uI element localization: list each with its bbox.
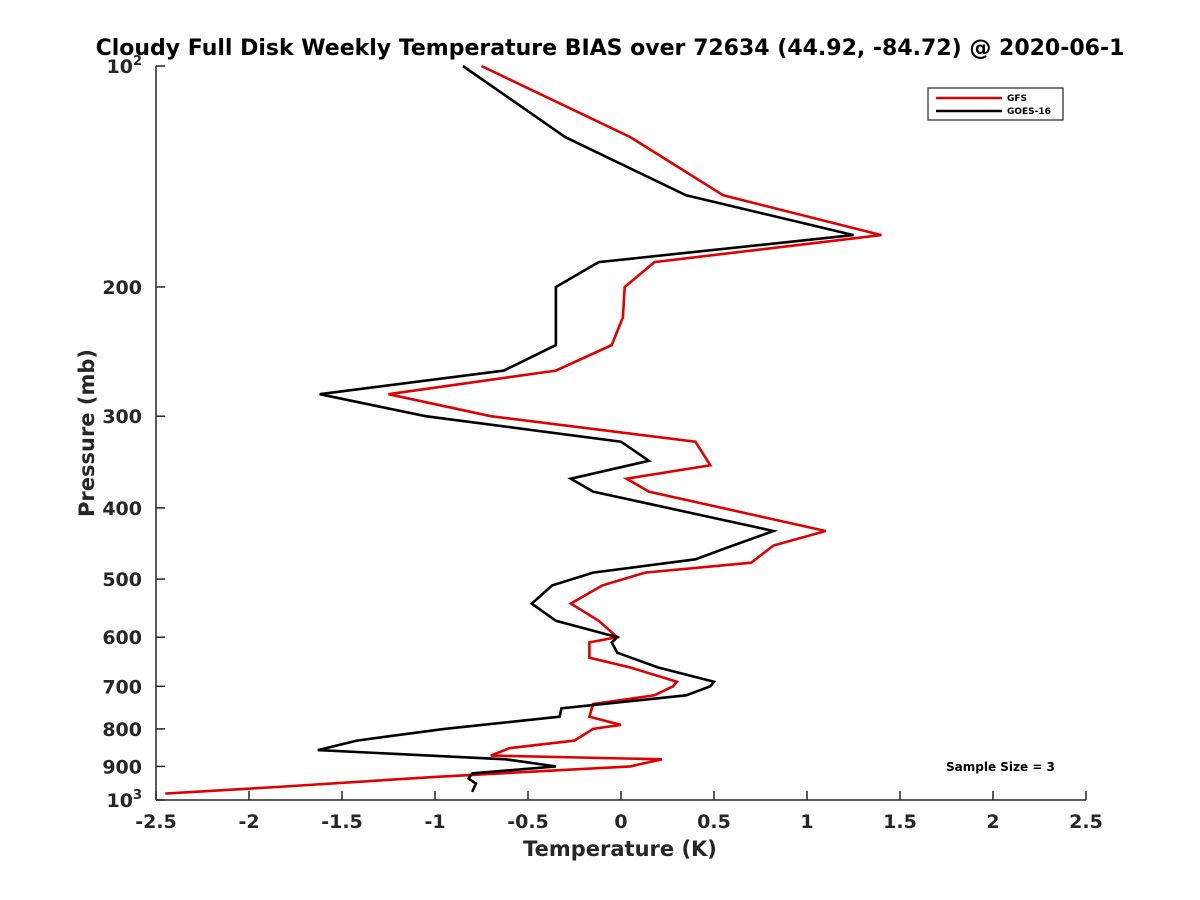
y-tick-label: 102	[107, 54, 143, 78]
series-line-gfs	[165, 64, 882, 795]
chart-title: Cloudy Full Disk Weekly Temperature BIAS…	[96, 36, 1125, 61]
x-tick-label: 2.5	[1069, 811, 1103, 833]
x-tick-label: 0	[614, 811, 627, 833]
sample-size-annotation: Sample Size = 3	[946, 760, 1055, 774]
y-tick-base: 10	[107, 56, 133, 78]
legend: GFS GOES-16	[927, 87, 1064, 121]
y-tick-label: 300	[102, 406, 142, 428]
x-ticks: -2.5 -2 -1.5 -1 -0.5 0 0.5 1 1.5 2 2.5	[135, 791, 1103, 833]
x-tick-label: 1	[800, 811, 813, 833]
y-tick-label: 103	[107, 788, 143, 812]
y-tick-exponent: 3	[133, 788, 142, 803]
legend-box	[927, 87, 1064, 121]
x-tick-label: -2.5	[135, 811, 177, 833]
x-tick-label: -0.5	[507, 811, 549, 833]
y-tick-label: 600	[102, 627, 142, 649]
y-tick-label: 500	[102, 569, 142, 591]
y-tick-exponent: 2	[133, 54, 142, 69]
y-tick-label: 200	[102, 277, 142, 299]
legend-label-gfs: GFS	[1007, 94, 1027, 104]
y-tick-base: 10	[107, 790, 133, 812]
series-line-goes16	[317, 64, 854, 793]
y-tick-label: 800	[102, 719, 142, 741]
y-axis-label: Pressure (mb)	[75, 349, 99, 517]
x-tick-label: -1.5	[321, 811, 363, 833]
x-axis-label: Temperature (K)	[523, 837, 717, 861]
y-tick-label: 400	[102, 498, 142, 520]
x-tick-label: -1	[424, 811, 445, 833]
x-tick-label: -2	[238, 811, 259, 833]
legend-label-goes16: GOES-16	[1007, 107, 1051, 117]
y-tick-label: 900	[102, 756, 142, 778]
x-tick-label: 0.5	[697, 811, 731, 833]
y-tick-label: 700	[102, 676, 142, 698]
x-tick-label: 1.5	[883, 811, 917, 833]
series-group	[165, 64, 882, 795]
x-tick-label: 2	[986, 811, 999, 833]
